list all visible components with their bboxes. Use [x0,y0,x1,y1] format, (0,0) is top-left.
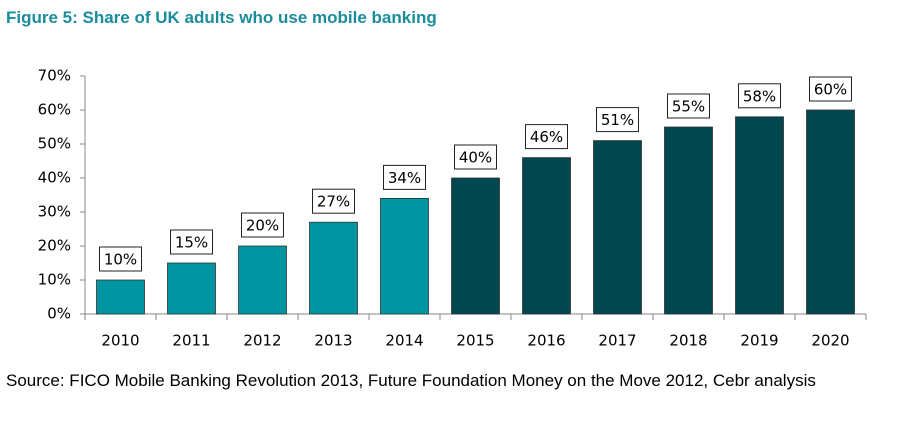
x-tick-label: 2012 [243,332,281,350]
value-label: 46% [530,128,563,146]
bar [451,177,500,315]
y-tick-label: 0% [47,305,71,323]
value-label-box [525,124,568,150]
bar [238,245,287,315]
chart: 0% 10% 20% 30% 40% 50% 60% 70% 2010 10% 2011 15% 201… [38,67,867,350]
value-label-box [312,188,355,214]
bar [522,157,571,315]
x-tick-label: 2016 [527,332,565,350]
bar [735,116,784,315]
value-label-box [383,164,426,190]
x-tick-label: 2019 [740,332,778,350]
value-label: 60% [814,81,847,99]
bar [96,279,145,315]
y-tick-label: 40% [38,169,71,187]
bar [309,221,358,315]
y-tick-label: 30% [38,203,71,221]
y-tick-label: 50% [38,135,71,153]
bar [664,126,713,315]
x-tick-label: 2014 [385,332,423,350]
value-label: 20% [246,217,279,235]
value-label: 10% [104,251,137,269]
x-tick-label: 2017 [598,332,636,350]
x-tick-label: 2020 [811,332,849,350]
value-label-box [738,83,781,109]
x-tick-label: 2018 [669,332,707,350]
bar [806,109,855,315]
value-label: 40% [459,149,492,167]
bar [380,197,429,315]
y-tick-label: 70% [38,67,71,85]
value-label: 15% [175,234,208,252]
value-label: 27% [317,193,350,211]
x-tick-label: 2013 [314,332,352,350]
source-note: Source: FICO Mobile Banking Revolution 2… [6,371,816,390]
bar [167,262,216,315]
value-label: 51% [601,111,634,129]
chart-title: Figure 5: Share of UK adults who use mob… [6,8,437,27]
value-label-box [170,229,213,255]
value-label-box [241,212,284,238]
y-tick-label: 20% [38,237,71,255]
x-tick-label: 2011 [172,332,210,350]
bar [593,140,642,315]
value-label-box [454,144,497,170]
value-label-box [809,76,852,102]
x-tick-label: 2015 [456,332,494,350]
value-label-box [667,93,710,119]
y-tick-label: 60% [38,101,71,119]
value-label: 55% [672,98,705,116]
value-label-box [99,246,142,272]
value-label-box [596,107,639,133]
x-tick-label: 2010 [101,332,139,350]
value-label: 58% [743,87,776,105]
value-label: 34% [388,169,421,187]
y-tick-label: 10% [38,271,71,289]
